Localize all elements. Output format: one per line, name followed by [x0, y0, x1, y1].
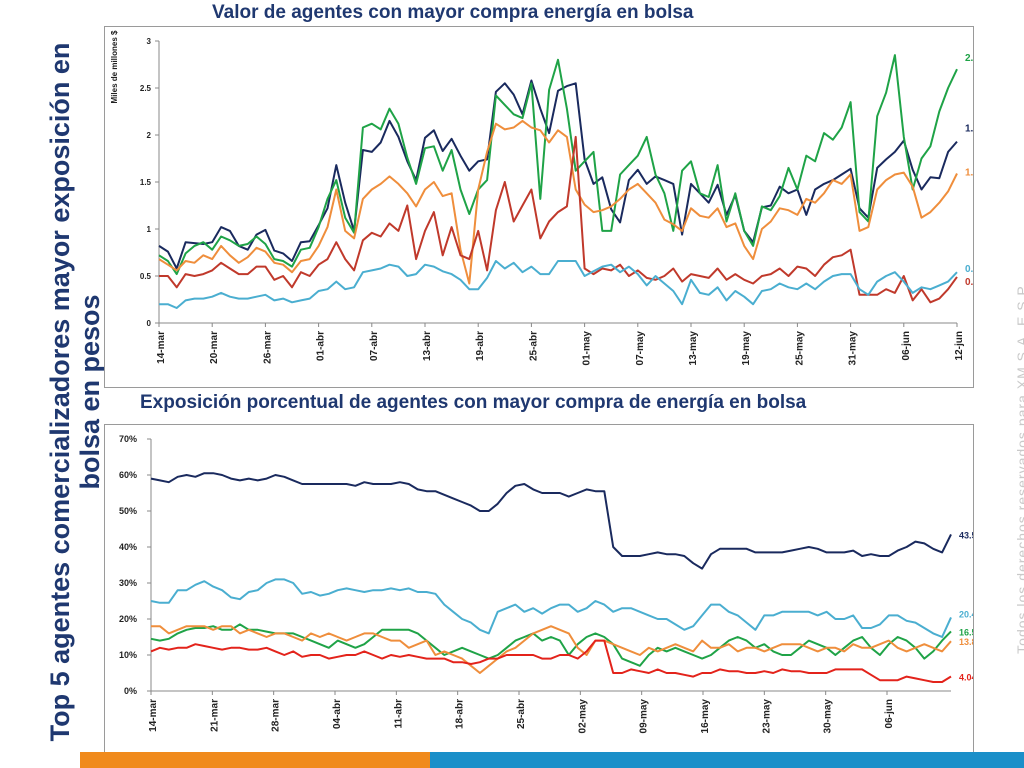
- watermark: Todos los derechos reservados para XM S.…: [1014, 282, 1024, 654]
- x-tick-label: 14-mar: [148, 699, 159, 732]
- x-tick-label: 25-abr: [516, 699, 527, 729]
- y-tick-label: 2.5: [140, 84, 152, 93]
- x-tick-label: 02-may: [577, 699, 588, 734]
- x-tick-label: 31-may: [848, 331, 859, 366]
- x-tick-label: 19-may: [741, 331, 752, 366]
- bottom-accent-bar: [80, 752, 1024, 768]
- y-tick-label: 3: [147, 37, 152, 46]
- end-label-green: 16.56%: [959, 627, 973, 637]
- y-tick-label: 30%: [119, 578, 137, 588]
- series-line-lightblue: [150, 578, 952, 638]
- y-tick-label: 1.5: [140, 178, 152, 187]
- series-line-navy: [158, 79, 958, 270]
- series-line-orange: [158, 119, 958, 285]
- x-tick-label: 26-mar: [262, 331, 273, 364]
- x-tick-label: 01-abr: [316, 331, 327, 361]
- chart1-svg: 0 0.5 1 1.5 2 2.5 3 14-mar 20-mar 26-mar 01-abr 07-…: [110, 30, 985, 366]
- end-label-red: 4.04%: [959, 672, 973, 682]
- x-tick-label: 07-abr: [369, 331, 380, 361]
- x-tick-label: 07-may: [635, 331, 646, 366]
- end-label-orange: 13.84%: [959, 637, 973, 647]
- end-label-red: 0.49: [965, 277, 973, 288]
- x-tick-label: 14-mar: [156, 331, 167, 364]
- x-tick-label: 06-jun: [901, 331, 912, 360]
- end-label-green: 2.70: [965, 53, 973, 64]
- series-line-red: [150, 639, 952, 683]
- side-title: Top 5 agentes comercializadores mayor ex…: [45, 42, 105, 742]
- x-tick-label: 25-may: [794, 331, 805, 366]
- series-line-orange: [151, 625, 952, 674]
- x-tick-label: 25-abr: [528, 331, 539, 361]
- x-tick-label: 11-abr: [393, 699, 404, 729]
- x-tick-label: 28-mar: [271, 699, 282, 732]
- end-label-lightblue: 0.54: [965, 264, 973, 275]
- y-tick-label: 60%: [119, 470, 137, 480]
- y-tick-label: 20%: [119, 614, 137, 624]
- y-tick-label: 40%: [119, 542, 137, 552]
- bottom-bar-orange: [80, 752, 430, 768]
- y-tick-label: 0%: [124, 686, 137, 696]
- y-tick-label: 0: [147, 319, 152, 328]
- y-tick-label: 1: [147, 225, 152, 234]
- y-tick-label: 70%: [119, 434, 137, 444]
- y-axis-label: Miles de millones $: [110, 30, 119, 103]
- x-tick-label: 20-mar: [209, 331, 220, 364]
- x-tick-label: 23-may: [761, 699, 772, 734]
- chart2-panel: 0% 10% 20% 30% 40% 50% 60% 70% 14-mar 21-mar 28-ma…: [104, 424, 990, 754]
- chart2-svg: 0% 10% 20% 30% 40% 50% 60% 70% 14-mar 21-mar 28-ma…: [119, 434, 990, 734]
- x-tick-label: 16-may: [700, 699, 711, 734]
- x-tick-label: 13-may: [688, 331, 699, 366]
- end-label-lightblue: 20.44%: [959, 609, 973, 619]
- end-label-orange: 1.59: [965, 168, 973, 179]
- x-tick-label: 01-may: [582, 331, 593, 366]
- series-line-red: [159, 135, 958, 304]
- y-tick-label: 10%: [119, 650, 137, 660]
- end-label-navy: 1.93: [965, 124, 973, 135]
- chart2-title: Exposición porcentual de agentes con may…: [140, 392, 807, 413]
- x-tick-label: 13-abr: [422, 331, 433, 361]
- series-line-lightblue: [159, 260, 958, 309]
- x-tick-label: 21-mar: [209, 699, 220, 732]
- series-line-green: [158, 54, 958, 276]
- chart1-panel: 0 0.5 1 1.5 2 2.5 3 14-mar 20-mar 26-mar 01-abr 07-…: [104, 26, 985, 388]
- end-label-navy: 43.50%: [959, 530, 973, 540]
- y-tick-label: 2: [147, 131, 152, 140]
- x-tick-label: 18-abr: [455, 699, 466, 729]
- x-tick-label: 12-jun: [954, 331, 965, 360]
- series-line-navy: [150, 472, 952, 570]
- x-tick-label: 09-may: [639, 699, 650, 734]
- x-tick-label: 30-may: [823, 699, 834, 734]
- x-tick-label: 19-abr: [475, 331, 486, 361]
- bottom-bar-blue: [430, 752, 1024, 768]
- x-tick-label: 06-jun: [884, 699, 895, 728]
- chart1-title: Valor de agentes con mayor compra energí…: [212, 2, 694, 23]
- x-tick-label: 04-abr: [332, 699, 343, 729]
- y-tick-label: 0.5: [140, 272, 152, 281]
- y-tick-label: 50%: [119, 506, 137, 516]
